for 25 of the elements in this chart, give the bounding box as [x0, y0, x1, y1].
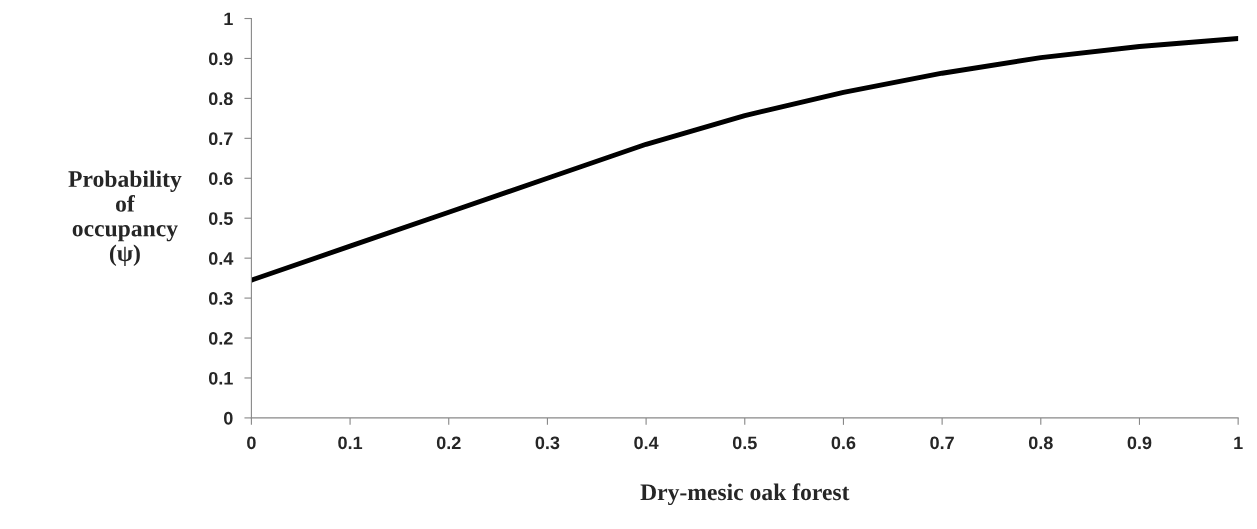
x-axis-title: Dry-mesic oak forest [640, 483, 850, 506]
x-tick-label: 0.5 [732, 436, 757, 450]
x-tick-label: 1 [1234, 436, 1243, 450]
x-tick-label: 0.4 [634, 436, 659, 450]
y-tick-label: 0.7 [208, 132, 233, 146]
x-tick-label: 0.6 [831, 436, 856, 450]
y-tick-label: 1 [224, 12, 233, 26]
y-axis-title: Probability of occupancy (ψ) [68, 170, 182, 267]
y-tick-label: 0.6 [208, 172, 233, 185]
x-tick-label: 0.1 [338, 436, 363, 450]
y-tick-label: 0.1 [208, 371, 233, 385]
x-tick-label: 0.2 [436, 436, 461, 450]
y-tick-label: 0.8 [208, 92, 233, 106]
x-tick-label: 0 [247, 436, 256, 450]
y-tick-label: 0.4 [208, 252, 234, 265]
y-tick-label: 0 [224, 411, 233, 425]
x-tick-label: 0.9 [1127, 436, 1152, 450]
y-tick-label: 0.5 [208, 212, 233, 225]
y-tick-label: 0.3 [208, 292, 233, 305]
x-tick-label: 0.3 [535, 436, 560, 450]
x-tick-label: 0.8 [1028, 436, 1053, 450]
line-series [251, 36, 1239, 283]
x-tick-label: 0.7 [930, 436, 954, 450]
y-tick-label: 0.9 [208, 52, 233, 66]
y-tick-label: 0.2 [208, 331, 233, 345]
